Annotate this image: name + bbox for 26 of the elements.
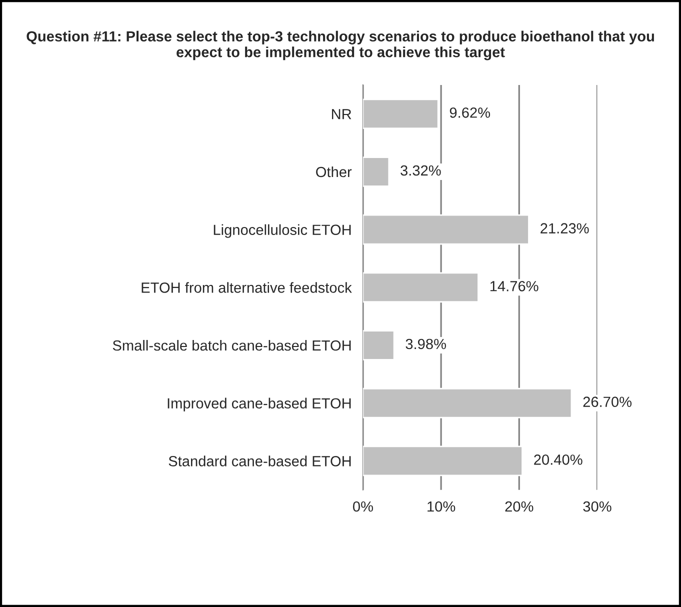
x-tick-label: 30%	[583, 501, 612, 512]
bar	[362, 98, 439, 130]
data-label: 3.32%	[400, 165, 441, 176]
bar	[362, 156, 390, 187]
y-tick-label: Small-scale batch cane-based ETOH	[112, 340, 351, 351]
chart-title: Question #11: Please select the top-3 technology scenarios to produce bioethanol that you expect to be implemented to achieve this target	[26, 30, 654, 60]
y-tick-label: Other	[316, 166, 352, 178]
x-tick-label: 20%	[505, 501, 534, 512]
bar	[362, 272, 479, 303]
bar	[362, 330, 395, 360]
data-label: 14.76%	[490, 281, 538, 292]
x-tick-label: 10%	[428, 501, 456, 512]
bar	[362, 214, 530, 245]
y-tick-label: Standard cane-based ETOH	[168, 456, 351, 466]
y-tick-label: Lignocellulosic ETOH	[214, 224, 351, 238]
bar	[362, 446, 523, 476]
data-label: 9.62%	[450, 107, 490, 118]
data-label: 26.70%	[583, 396, 632, 408]
data-label: 21.23%	[540, 223, 589, 234]
y-tick-label: Improved cane-based ETOH	[168, 398, 351, 412]
data-label: 20.40%	[534, 454, 582, 465]
y-tick-label: ETOH from alternative feedstock	[142, 282, 352, 293]
y-tick-label: NR	[332, 109, 352, 120]
bar	[362, 388, 572, 418]
data-label: 3.98%	[406, 338, 446, 350]
x-tick-label: 0%	[353, 501, 373, 512]
